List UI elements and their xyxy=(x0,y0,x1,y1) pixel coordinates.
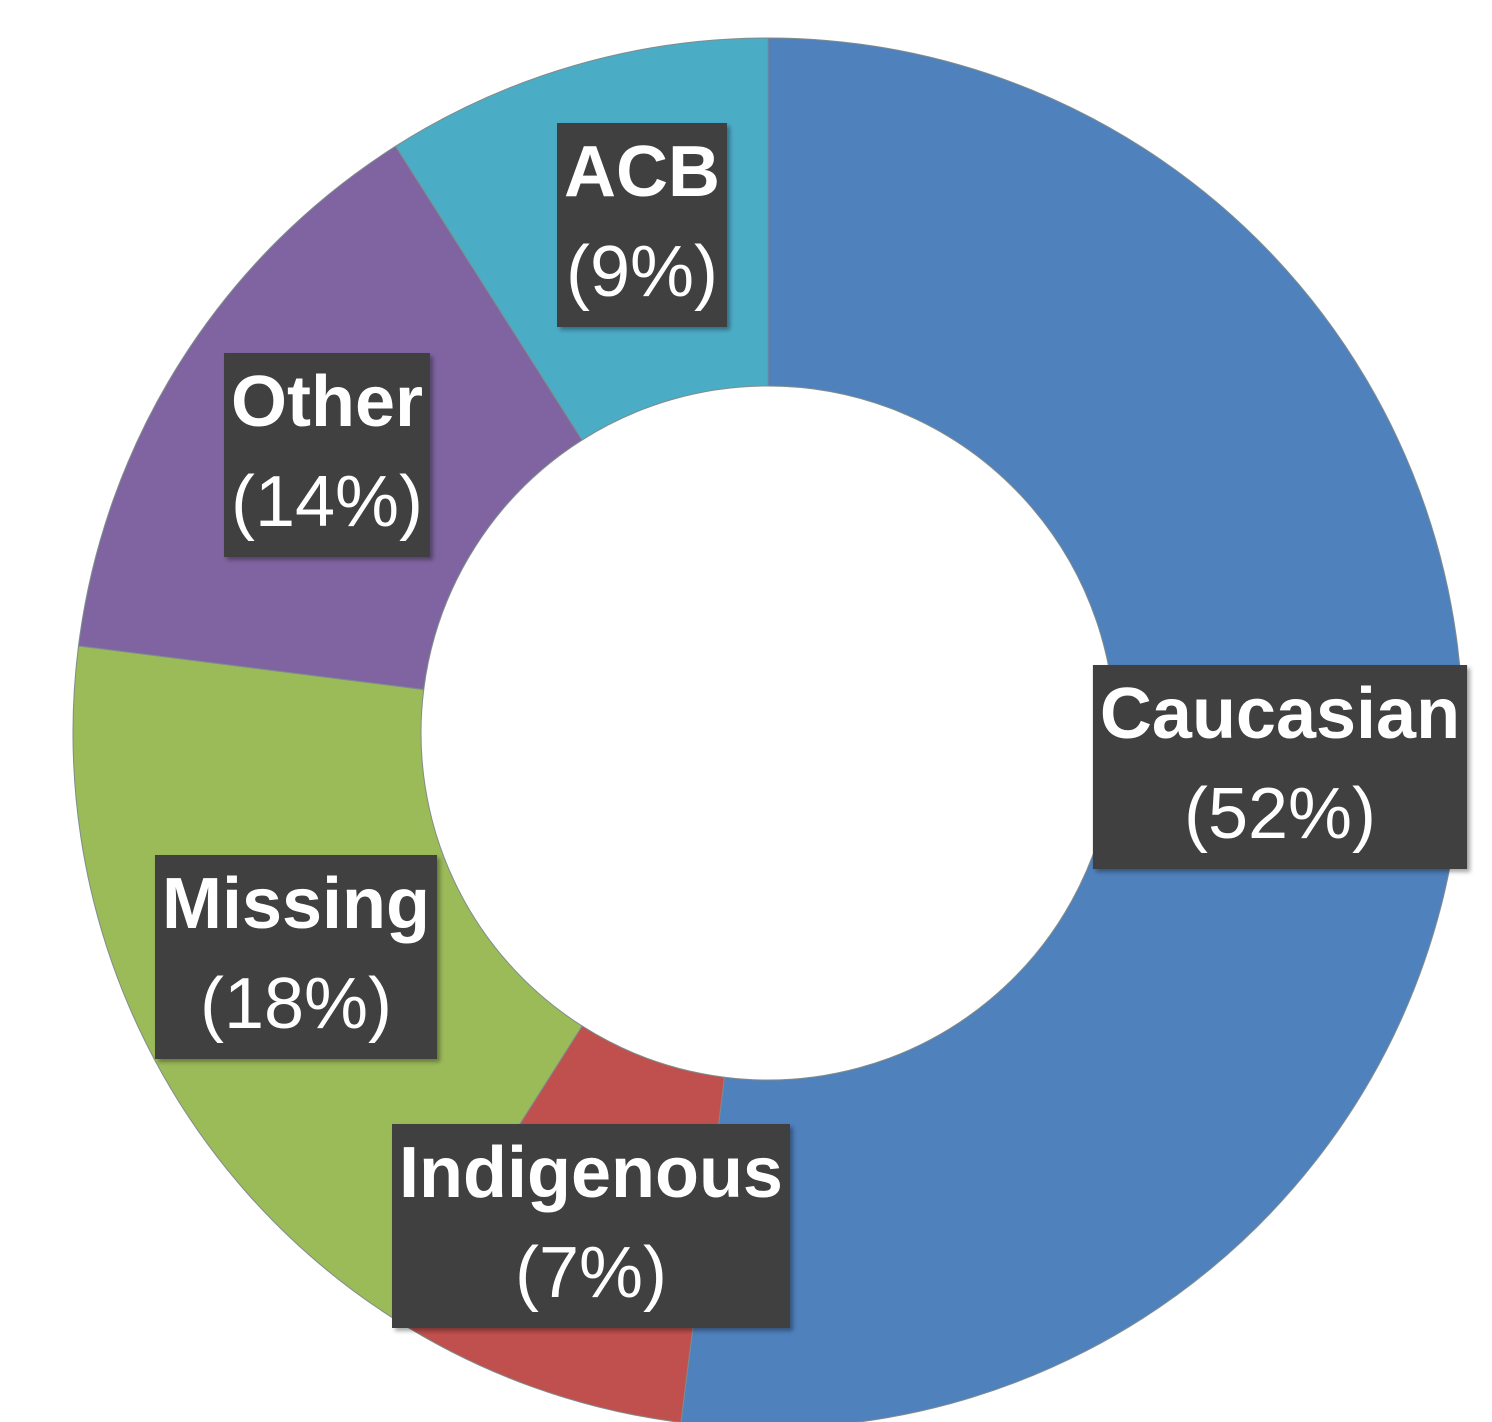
labels: Caucasian (52%) Indigenous (7%) Missing (18%)… xyxy=(154,123,1468,1328)
slice xyxy=(680,37,1464,1422)
label-box xyxy=(392,1124,790,1328)
data-label: Missing (18%) xyxy=(154,855,438,1059)
value-label: (52%) xyxy=(1184,774,1376,854)
label-box xyxy=(557,123,727,327)
category-label: Missing xyxy=(162,864,430,944)
value-label: (9%) xyxy=(566,232,718,312)
data-label: Other (14%) xyxy=(223,353,431,557)
label-box xyxy=(1092,665,1468,869)
data-label: Caucasian (52%) xyxy=(1092,665,1468,869)
category-label: Indigenous xyxy=(399,1133,783,1213)
category-label: ACB xyxy=(564,132,720,212)
value-label: (7%) xyxy=(515,1233,667,1313)
label-box xyxy=(223,353,431,557)
category-label: Other xyxy=(231,362,423,442)
category-label: Caucasian xyxy=(1100,674,1460,754)
value-label: (18%) xyxy=(200,964,392,1044)
value-label: (14%) xyxy=(231,462,423,542)
data-label: ACB (9%) xyxy=(557,123,727,327)
label-box xyxy=(154,855,438,1059)
data-label: Indigenous (7%) xyxy=(392,1124,790,1328)
